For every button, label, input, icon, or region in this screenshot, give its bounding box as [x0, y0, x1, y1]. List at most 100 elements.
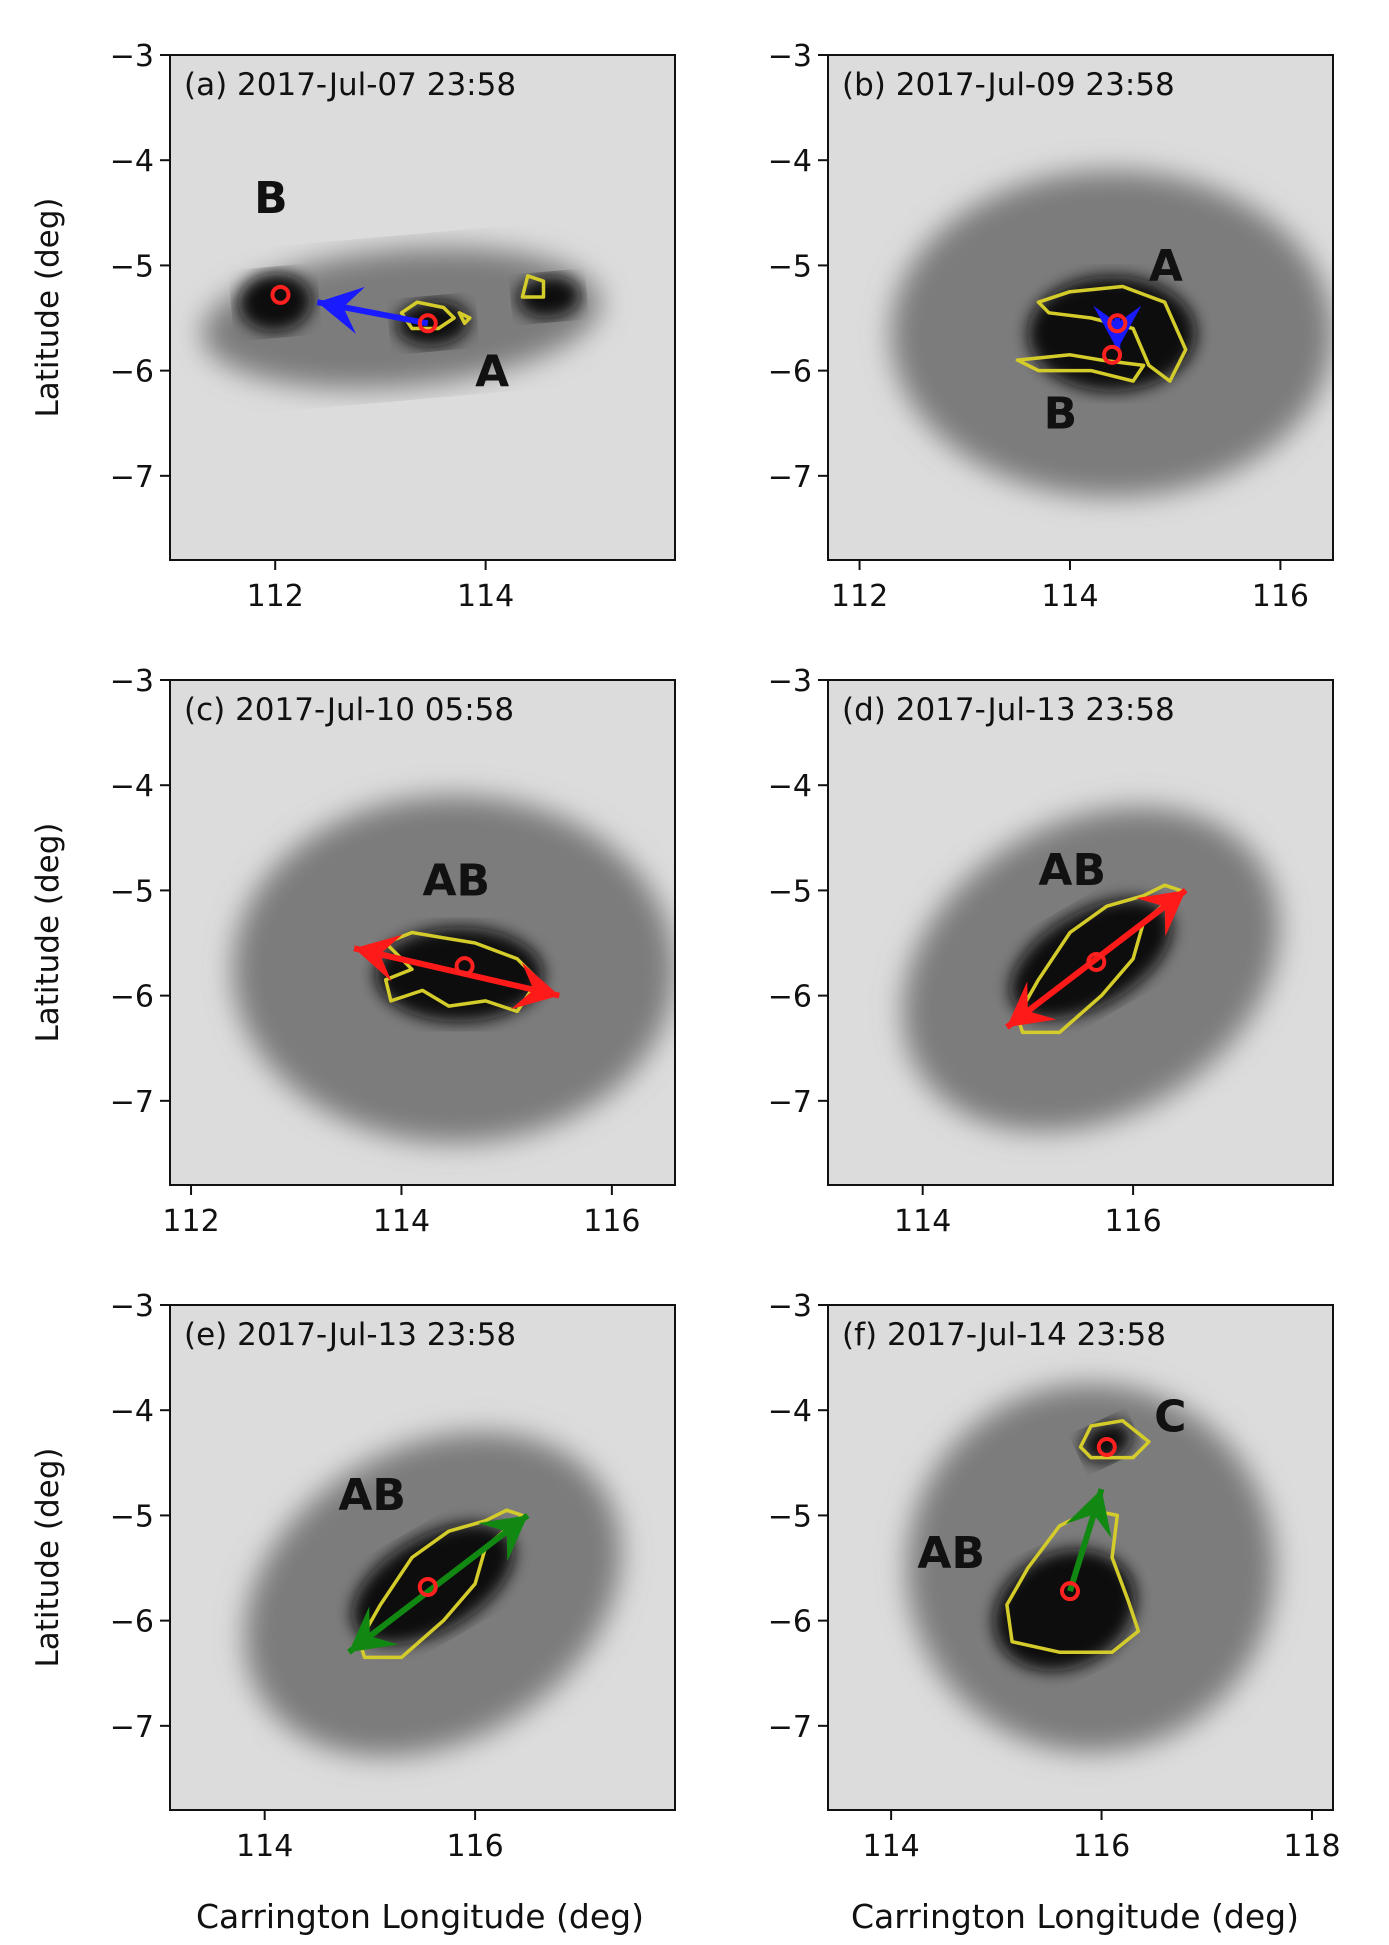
- axes-frame: [169, 54, 676, 561]
- y-tick-label: −3: [110, 39, 154, 74]
- panel-d: AB (d) 2017-Jul-13 23:58 −3 −4 −5 −6 −7 114 116: [768, 664, 1334, 1239]
- y-tick-label: −3: [110, 1289, 154, 1324]
- panel-title: (f) 2017-Jul-14 23:58: [842, 1317, 1166, 1353]
- x-tick-label: 112: [162, 1204, 219, 1239]
- y-tick-label: −7: [110, 1710, 154, 1745]
- y-tick-label: −4: [110, 144, 154, 179]
- sunspot-image: AB: [828, 55, 1333, 560]
- arrow-head: [1136, 890, 1186, 937]
- umbra-0: [993, 1549, 1136, 1672]
- umbra-1: [396, 300, 470, 347]
- region-label-0: AB: [338, 1470, 406, 1521]
- y-tick-label: −6: [768, 980, 812, 1015]
- centroid-marker-0: [1059, 1581, 1080, 1602]
- umbra-contour-0: [1005, 1508, 1141, 1654]
- centroid-marker-0: [454, 956, 475, 977]
- arrow-tail-head: [354, 934, 403, 982]
- arrow-head: [511, 962, 560, 1010]
- centroid-marker-1: [417, 313, 438, 334]
- centroid-marker-0: [417, 1576, 438, 1597]
- y-tick-label: −6: [110, 980, 154, 1015]
- panel-title: (d) 2017-Jul-13 23:58: [842, 692, 1175, 728]
- sunspot-image: C AB: [828, 1305, 1333, 1810]
- umbra-contour-0: [1015, 883, 1183, 1035]
- sunspot-image: AB: [170, 1305, 675, 1810]
- y-tick-label: −5: [110, 874, 154, 909]
- x-tick-label: 114: [894, 1204, 951, 1239]
- centroid-marker-1: [1096, 1437, 1117, 1458]
- x-tick-label: 116: [583, 1204, 640, 1239]
- y-tick-label: −4: [110, 1394, 154, 1429]
- y-tick-label: −7: [768, 460, 812, 495]
- y-tick-label: −4: [768, 144, 812, 179]
- x-tick-label: 116: [446, 1829, 503, 1864]
- y-tick-label: −3: [110, 664, 154, 699]
- y-tick-label: −5: [110, 1499, 154, 1534]
- panel-e: AB (e) 2017-Jul-13 23:58 −3 −4 −5 −6 −7 114 116 L…: [30, 1289, 676, 1864]
- y-tick-label: −7: [768, 1710, 812, 1745]
- region-label-1: A: [475, 346, 509, 397]
- umbra-contour-0: [357, 1508, 525, 1660]
- x-tick-label: 112: [831, 579, 888, 614]
- region-label-0: C: [1154, 1391, 1186, 1442]
- umbra-contour-2: [520, 274, 546, 299]
- umbra-contour-0: [399, 300, 456, 331]
- centroid-marker-0: [1086, 951, 1107, 972]
- region-label-0: B: [254, 173, 288, 224]
- y-tick-label: −4: [768, 769, 812, 804]
- x-tick-label: 116: [1252, 579, 1309, 614]
- umbra-2: [517, 275, 581, 319]
- region-label-0: AB: [1038, 845, 1106, 896]
- arrow-shaft: [1005, 888, 1188, 1030]
- centroid-marker-0: [270, 284, 291, 305]
- axes-frame: [827, 1304, 1334, 1811]
- arrow-shaft: [347, 1513, 530, 1655]
- x-tick-label: 114: [862, 1829, 919, 1864]
- region-label-1: B: [1044, 388, 1078, 439]
- y-tick-label: −7: [768, 1085, 812, 1120]
- y-axis-label: Latitude (deg): [30, 1447, 66, 1667]
- axes-frame: [827, 54, 1334, 561]
- region-label-0: AB: [423, 856, 491, 907]
- x-tick-label: 114: [457, 579, 514, 614]
- y-axis-label: Latitude (deg): [30, 197, 66, 417]
- y-tick-label: −3: [768, 39, 812, 74]
- x-tick-label: 112: [247, 579, 304, 614]
- y-tick-label: −5: [768, 874, 812, 909]
- y-axis-label: Latitude (deg): [30, 822, 66, 1042]
- y-tick-label: −7: [110, 460, 154, 495]
- y-tick-label: −5: [768, 1499, 812, 1534]
- arrow-tail-head: [348, 1606, 399, 1653]
- region-label-1: AB: [917, 1528, 985, 1579]
- axes-frame: [169, 1304, 676, 1811]
- y-tick-label: −7: [110, 1085, 154, 1120]
- panel-f: C AB (f) 2017-Jul-14 23:58 −3 −4 −5 −6 −7 114 116…: [768, 1289, 1341, 1864]
- panel-title: (a) 2017-Jul-07 23:58: [184, 67, 516, 103]
- y-tick-label: −6: [768, 1605, 812, 1640]
- sunspot-image: AB: [170, 680, 675, 1185]
- x-axis-label-left: Carrington Longitude (deg): [196, 1897, 644, 1936]
- x-tick-label: 116: [1104, 1204, 1161, 1239]
- umbra-contour-1: [1078, 1418, 1151, 1460]
- arrow-head: [478, 1515, 528, 1562]
- x-tick-label: 114: [1041, 579, 1098, 614]
- y-tick-label: −6: [768, 355, 812, 390]
- y-tick-label: −4: [110, 769, 154, 804]
- panels: B A (a) 2017-Jul-07 23:58 −3 −4 −5 −6 −7 112 114 L…: [30, 39, 1341, 1864]
- umbra-contour-0: [1036, 284, 1188, 383]
- centroid-marker-0: [1107, 313, 1128, 334]
- arrow-head: [1065, 1489, 1112, 1539]
- arrow-head: [317, 286, 366, 335]
- umbra-contour-1: [457, 311, 472, 326]
- umbra-contour-0: [383, 930, 540, 1014]
- centroid-marker-1: [1102, 344, 1123, 365]
- panel-title: (e) 2017-Jul-13 23:58: [184, 1317, 516, 1353]
- y-tick-label: −6: [110, 355, 154, 390]
- y-tick-label: −4: [768, 1394, 812, 1429]
- y-tick-label: −5: [110, 249, 154, 284]
- panel-a: B A (a) 2017-Jul-07 23:58 −3 −4 −5 −6 −7 112 114 L…: [30, 39, 676, 614]
- axes-frame: [169, 679, 676, 1186]
- panel-c: AB (c) 2017-Jul-10 05:58 −3 −4 −5 −6 −7 112 114 1…: [30, 664, 676, 1239]
- x-tick-label: 114: [373, 1204, 430, 1239]
